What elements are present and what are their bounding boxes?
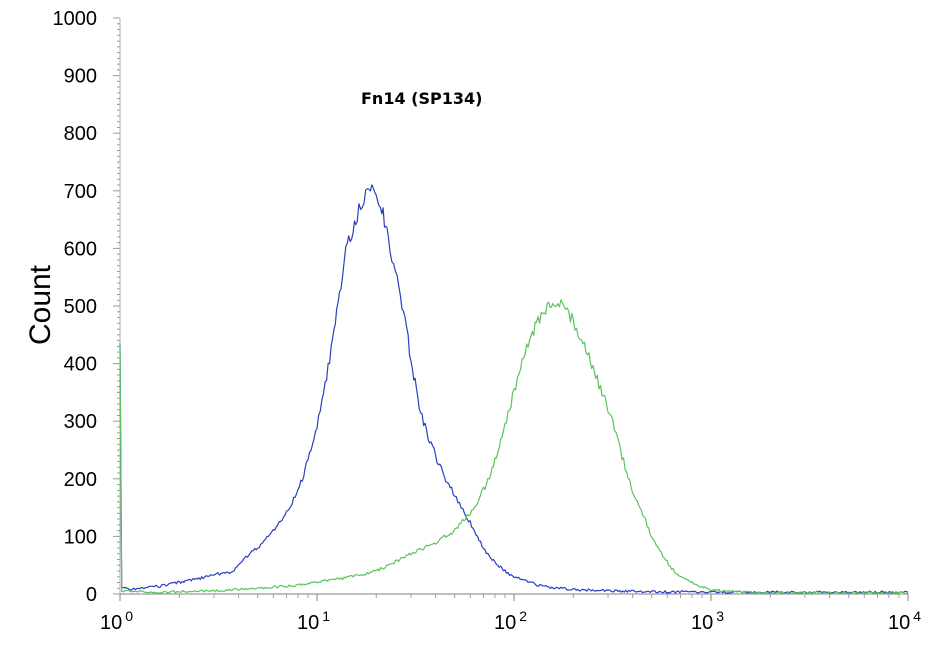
y-tick-label: 500	[64, 296, 97, 318]
y-tick-label: 900	[64, 66, 97, 88]
y-tick-label: 300	[64, 411, 97, 433]
x-tick-label: 10 1	[297, 608, 330, 634]
histogram-series-1	[119, 184, 909, 595]
y-tick-label: 0	[86, 584, 97, 606]
x-tick-label: 10 4	[888, 608, 921, 634]
histogram-series-2	[119, 299, 909, 595]
y-tick-label: 200	[64, 469, 97, 491]
y-tick-label: 400	[64, 354, 97, 376]
series-layer	[119, 184, 909, 595]
y-tick-label: 100	[64, 526, 97, 548]
x-tick-label: 10 3	[691, 608, 724, 634]
y-tick-label: 800	[64, 123, 97, 145]
chart-title: Fn14 (SP134)	[361, 89, 482, 108]
x-tick-label: 10 0	[100, 608, 133, 634]
y-tick-label: 700	[64, 181, 97, 203]
y-tick-label: 1000	[53, 8, 98, 30]
y-axis-label: Count	[24, 264, 57, 345]
x-tick-label: 10 2	[494, 608, 527, 634]
y-tick-label: 600	[64, 238, 97, 260]
